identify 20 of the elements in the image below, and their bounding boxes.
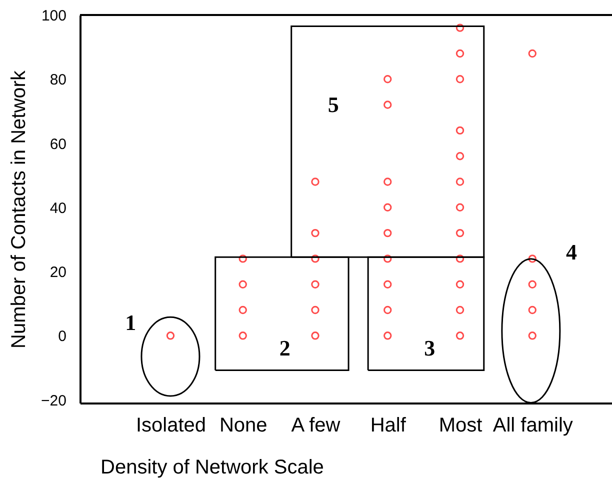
y-tick-label: 60	[50, 136, 66, 153]
x-tick-label: Most	[438, 414, 483, 436]
y-tick-label: 20	[50, 264, 66, 282]
annotation: 4	[566, 239, 577, 264]
x-axis-title: Density of Network Scale	[100, 456, 324, 478]
annotation: 1	[125, 310, 136, 335]
y-tick-label: 80	[50, 72, 66, 89]
x-tick-label: A few	[291, 414, 341, 436]
x-tick-label: Isolated	[136, 414, 206, 436]
x-tick-label: None	[219, 414, 268, 436]
y-tick-label: 100	[41, 8, 66, 24]
x-tick-label: Half	[370, 414, 406, 436]
y-tick-label: 0	[58, 328, 66, 346]
y-tick-label: −20	[41, 392, 66, 410]
annotation: 2	[279, 335, 290, 360]
y-tick-label: 40	[50, 200, 66, 217]
annotation: 5	[328, 92, 339, 117]
y-axis-title: Number of Contacts in Network	[8, 70, 30, 348]
x-tick-label: All family	[492, 414, 573, 436]
annotation: 3	[424, 335, 436, 360]
